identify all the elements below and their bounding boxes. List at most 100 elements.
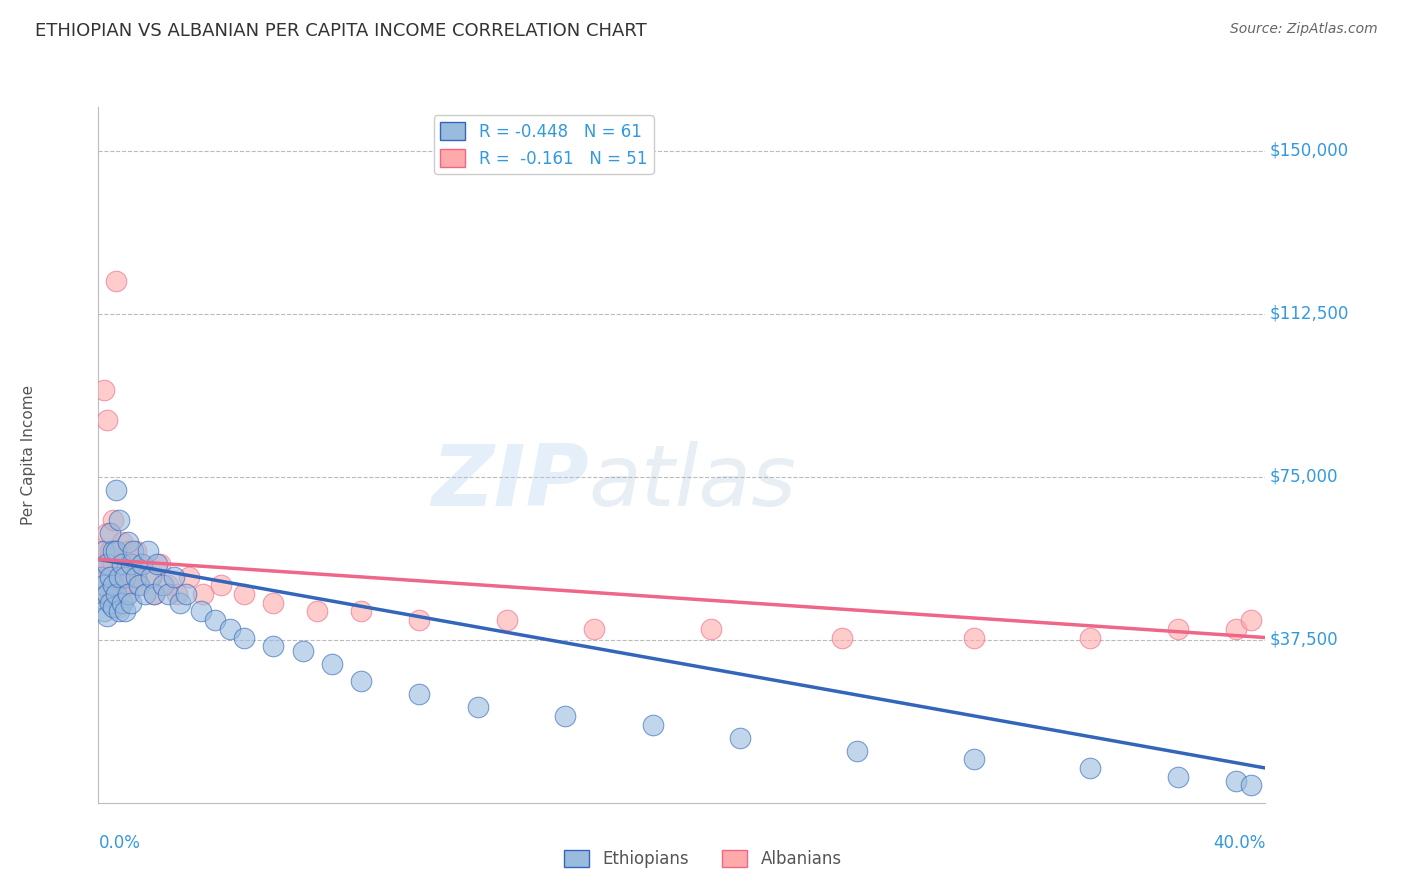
Point xyxy=(1080,631,1102,645)
Point xyxy=(90,591,112,606)
Point xyxy=(233,631,256,645)
Point xyxy=(108,570,131,584)
Point xyxy=(96,608,118,623)
Point xyxy=(93,383,115,397)
Point xyxy=(93,587,115,601)
Point xyxy=(193,587,215,601)
Point xyxy=(120,557,142,571)
Point xyxy=(104,543,127,558)
Point xyxy=(136,543,159,558)
Point xyxy=(149,557,172,571)
Point xyxy=(174,587,197,601)
Point xyxy=(108,600,131,615)
Point xyxy=(142,587,165,601)
Point xyxy=(307,605,329,619)
Point xyxy=(101,578,124,592)
Text: Per Capita Income: Per Capita Income xyxy=(21,384,35,525)
Legend: Ethiopians, Albanians: Ethiopians, Albanians xyxy=(557,843,849,875)
Point xyxy=(96,526,118,541)
Point xyxy=(166,587,188,601)
Point xyxy=(350,605,373,619)
Point xyxy=(146,557,169,571)
Point xyxy=(120,596,142,610)
Point xyxy=(139,570,162,584)
Point xyxy=(495,613,517,627)
Point xyxy=(108,605,131,619)
Text: 0.0%: 0.0% xyxy=(98,834,141,852)
Text: $75,000: $75,000 xyxy=(1270,467,1339,485)
Point xyxy=(204,613,226,627)
Point xyxy=(845,744,868,758)
Point xyxy=(98,596,121,610)
Point xyxy=(101,513,124,527)
Point xyxy=(101,543,124,558)
Point xyxy=(90,570,112,584)
Point xyxy=(1167,770,1189,784)
Point xyxy=(96,587,118,601)
Point xyxy=(122,570,145,584)
Text: $150,000: $150,000 xyxy=(1270,142,1348,160)
Point xyxy=(98,570,121,584)
Point xyxy=(163,570,186,584)
Point xyxy=(101,600,124,615)
Text: atlas: atlas xyxy=(589,442,797,524)
Point xyxy=(218,622,240,636)
Point xyxy=(108,570,131,584)
Point xyxy=(101,557,124,571)
Point xyxy=(321,657,343,671)
Point xyxy=(104,483,127,497)
Point xyxy=(262,639,284,653)
Point xyxy=(111,596,134,610)
Point xyxy=(111,535,134,549)
Point xyxy=(114,591,136,606)
Point xyxy=(1225,622,1247,636)
Point xyxy=(1167,622,1189,636)
Text: ETHIOPIAN VS ALBANIAN PER CAPITA INCOME CORRELATION CHART: ETHIOPIAN VS ALBANIAN PER CAPITA INCOME … xyxy=(35,22,647,40)
Point xyxy=(104,274,127,288)
Point xyxy=(554,708,576,723)
Point xyxy=(96,587,118,601)
Text: $112,500: $112,500 xyxy=(1270,304,1348,323)
Point xyxy=(125,570,148,584)
Legend: R = -0.448   N = 61, R =  -0.161   N = 51: R = -0.448 N = 61, R = -0.161 N = 51 xyxy=(433,115,654,174)
Point xyxy=(117,587,139,601)
Point xyxy=(111,557,134,571)
Point xyxy=(117,535,139,549)
Point xyxy=(98,543,121,558)
Point xyxy=(152,578,174,592)
Point xyxy=(136,570,159,584)
Point xyxy=(128,578,150,592)
Point xyxy=(117,578,139,592)
Point xyxy=(177,570,200,584)
Point xyxy=(131,557,153,571)
Point xyxy=(209,578,232,592)
Point xyxy=(117,543,139,558)
Point xyxy=(104,543,127,558)
Point xyxy=(108,513,131,527)
Point xyxy=(131,557,153,571)
Point xyxy=(93,605,115,619)
Point xyxy=(101,587,124,601)
Point xyxy=(96,557,118,571)
Point xyxy=(233,587,256,601)
Point xyxy=(114,570,136,584)
Point xyxy=(96,557,118,571)
Point xyxy=(90,543,112,558)
Point xyxy=(262,596,284,610)
Point xyxy=(90,570,112,584)
Point xyxy=(104,587,127,601)
Point xyxy=(125,543,148,558)
Point xyxy=(700,622,723,636)
Point xyxy=(467,700,489,714)
Point xyxy=(1080,761,1102,775)
Point xyxy=(122,543,145,558)
Point xyxy=(583,622,606,636)
Text: $37,500: $37,500 xyxy=(1270,631,1339,648)
Point xyxy=(157,578,180,592)
Point xyxy=(962,752,984,766)
Text: Source: ZipAtlas.com: Source: ZipAtlas.com xyxy=(1230,22,1378,37)
Point xyxy=(1240,778,1263,793)
Point xyxy=(120,557,142,571)
Point xyxy=(111,578,134,592)
Point xyxy=(114,605,136,619)
